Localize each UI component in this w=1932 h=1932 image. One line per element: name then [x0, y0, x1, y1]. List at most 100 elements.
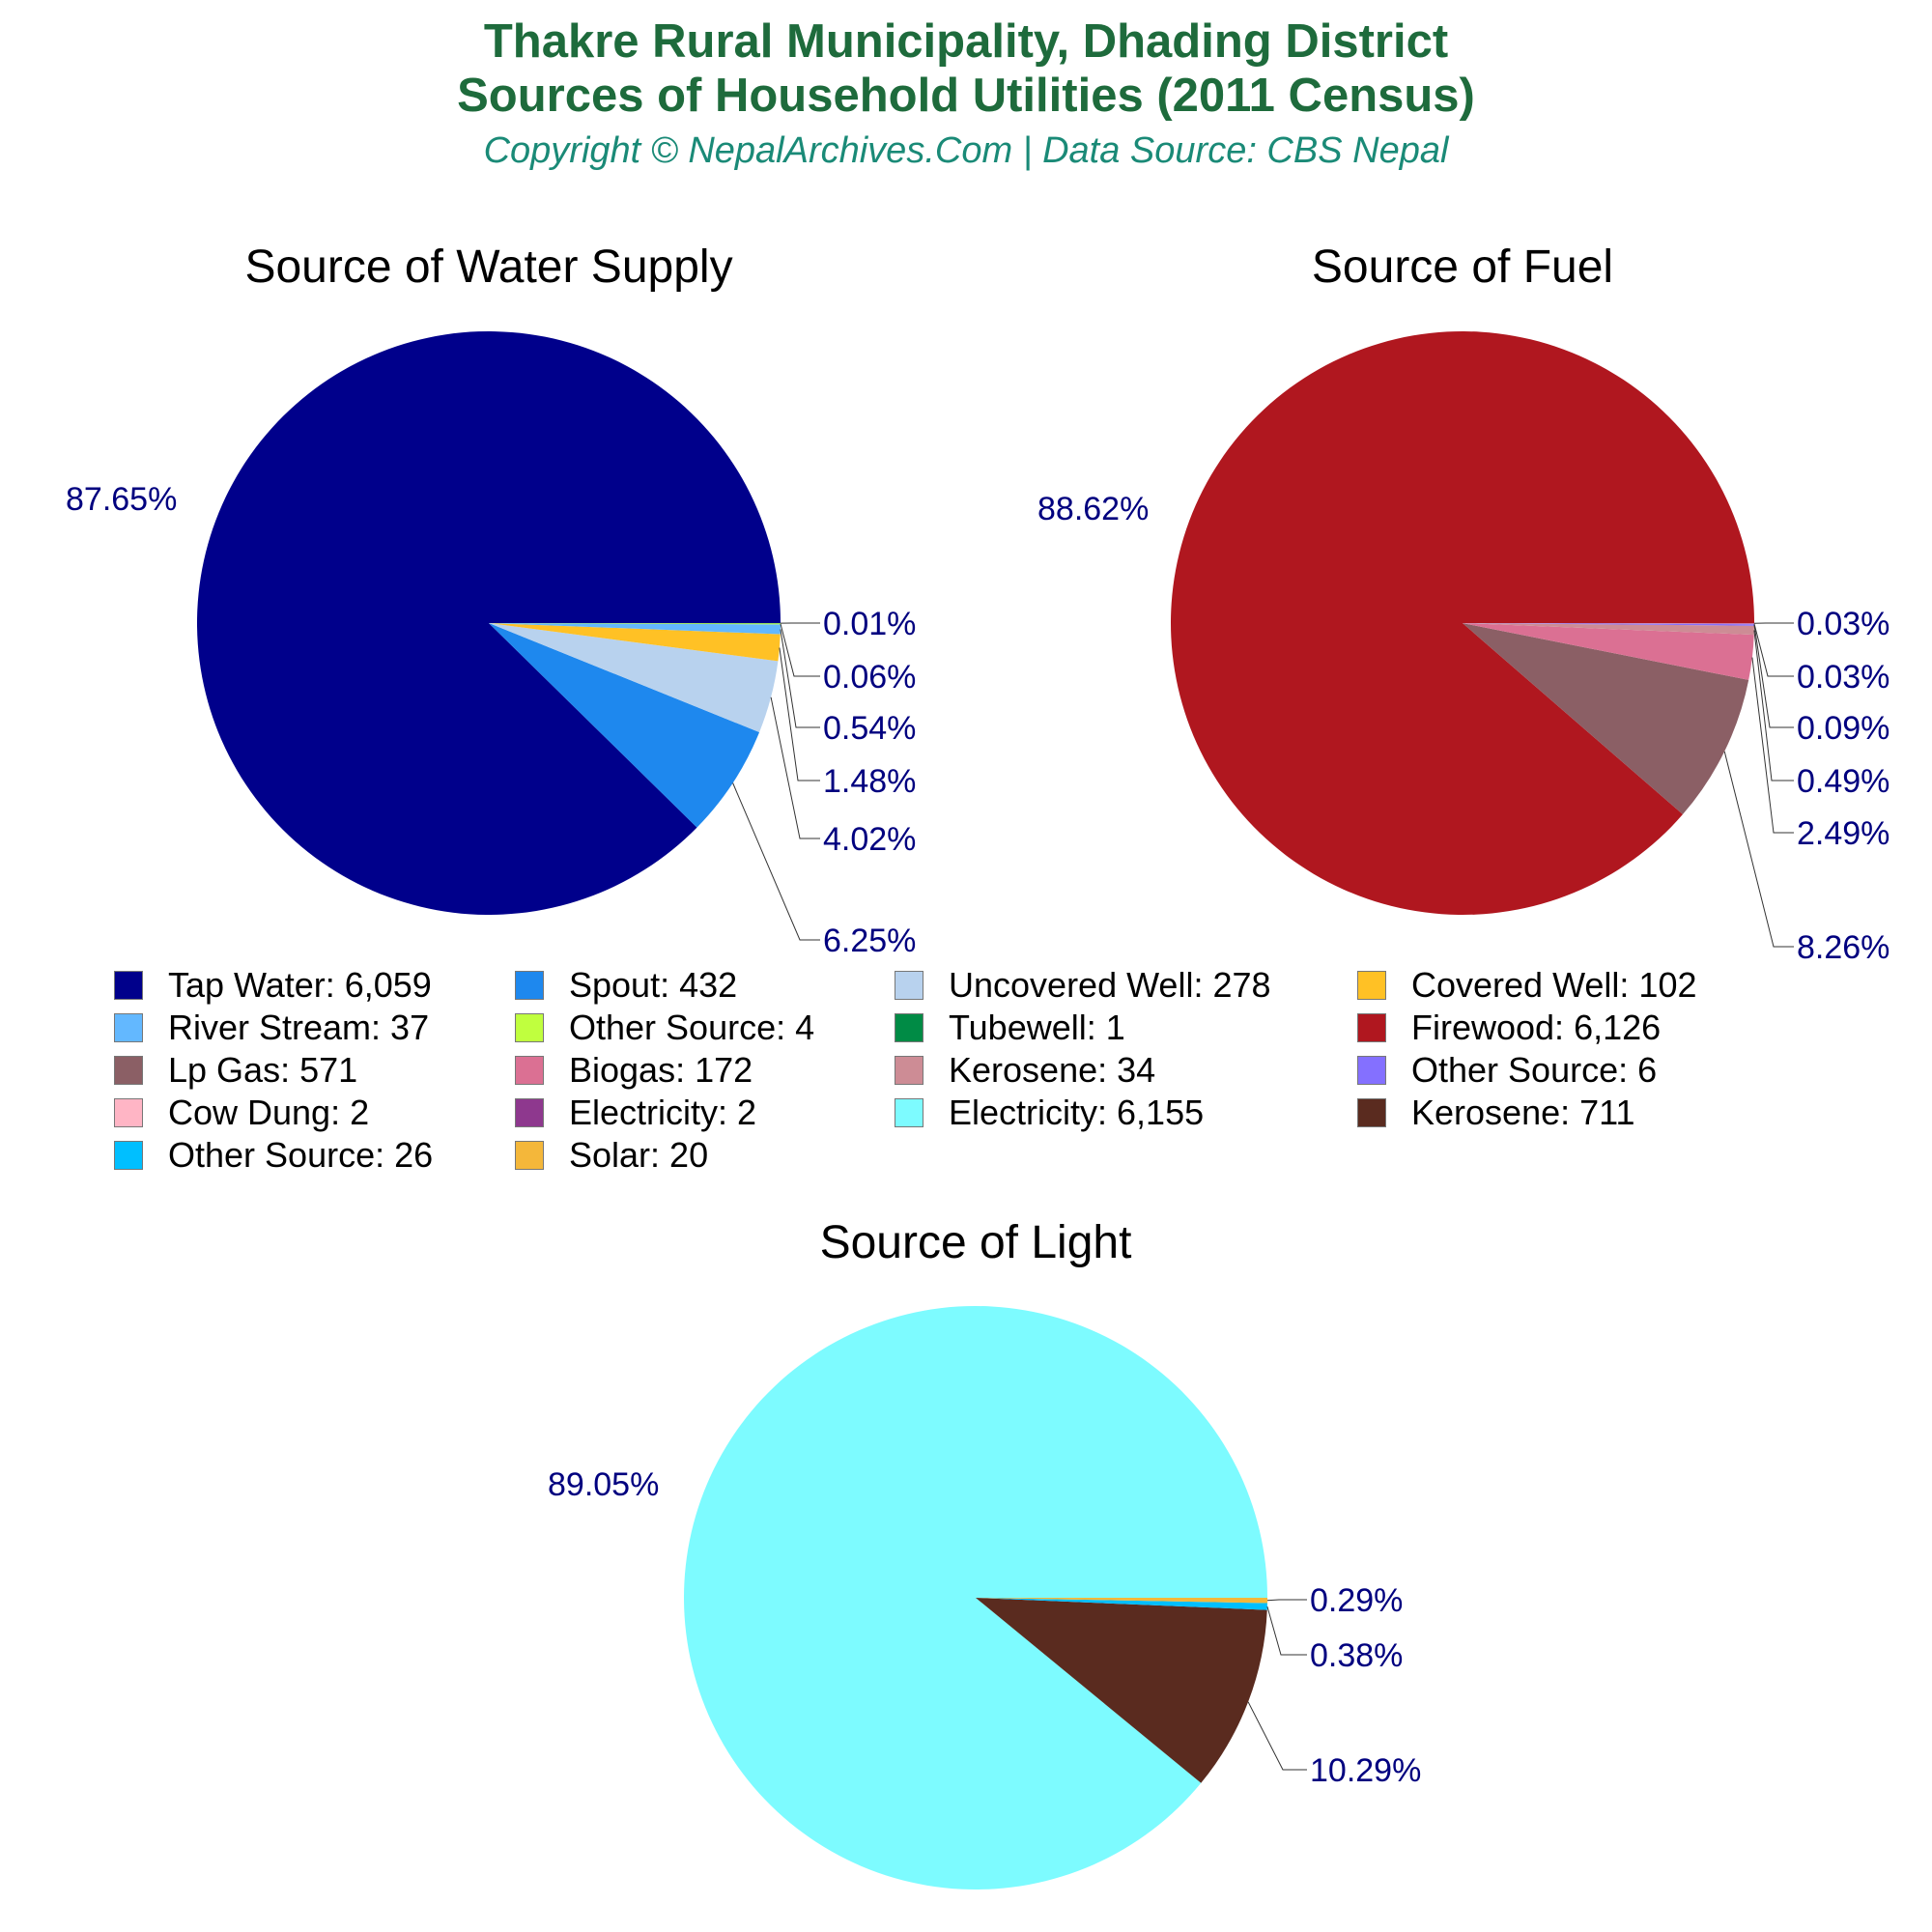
legend-swatch	[515, 971, 544, 1000]
pie-source-of-water-supply: Source of Water Supply 87.65% 0.01% 0.06% 0.…	[66, 242, 916, 959]
chart-title-line-2: Sources of Household Utilities (2011 Cen…	[457, 70, 1475, 122]
legend-swatch	[114, 1013, 143, 1042]
legend-item-kerosene-34: Kerosene: 34	[895, 1050, 1156, 1090]
pie-title-source-of-light: Source of Light	[820, 1217, 1132, 1268]
pie-label-source-of-water-supply-uncovered-well: 4.02%	[823, 821, 916, 858]
legend-label: Kerosene: 711	[1411, 1093, 1635, 1132]
legend-label: Lp Gas: 571	[168, 1050, 358, 1090]
legend-label: Tap Water: 6,059	[168, 965, 432, 1005]
legend-item-tap-water-6-059: Tap Water: 6,059	[114, 965, 432, 1005]
pie-leader-source-of-fuel-cow-dung	[1753, 623, 1794, 677]
pie-slice-source-of-light-kerosene	[976, 1598, 1267, 1783]
legend-label: Tubewell: 1	[949, 1008, 1125, 1047]
legend-item-spout-432: Spout: 432	[515, 965, 738, 1005]
pie-label-source-of-fuel-kerosene: 0.49%	[1797, 763, 1889, 800]
pie-leader-source-of-water-supply-river-stream	[780, 629, 820, 728]
legend-label: Kerosene: 34	[949, 1050, 1156, 1090]
legend-swatch	[515, 1141, 544, 1170]
pie-title-source-of-water-supply: Source of Water Supply	[244, 242, 732, 293]
legend-swatch	[1357, 971, 1386, 1000]
chart-subtitle: Copyright © NepalArchives.Com | Data Sou…	[483, 130, 1449, 171]
pie-slice-source-of-water-supply-spout	[489, 623, 760, 828]
legend-swatch	[515, 1098, 544, 1127]
legend-item-other-source-4: Other Source: 4	[515, 1008, 815, 1047]
legend-item-lp-gas-571: Lp Gas: 571	[114, 1050, 358, 1090]
pie-slice-source-of-light-solar	[976, 1598, 1267, 1604]
pie-leader-source-of-water-supply-covered-well	[779, 647, 820, 781]
pie-title-source-of-fuel: Source of Fuel	[1312, 242, 1613, 293]
pie-slice-source-of-fuel-lp-gas	[1463, 623, 1749, 815]
pie-leader-source-of-fuel-biogas	[1751, 657, 1794, 834]
legend-item-electricity-6-155: Electricity: 6,155	[895, 1093, 1205, 1132]
pie-leader-source-of-fuel-kerosene	[1753, 630, 1794, 781]
legend-label: Biogas: 172	[569, 1050, 753, 1090]
legend-label: Cow Dung: 2	[168, 1093, 370, 1132]
pie-label-source-of-fuel-lp-gas: 8.26%	[1797, 929, 1889, 966]
pie-slice-source-of-water-supply-uncovered-well	[489, 623, 779, 733]
pie-source-of-fuel: Source of Fuel 88.62% 0.03% 0.03% 0.09% 0.49%…	[1037, 242, 1889, 966]
pie-leader-source-of-light-other-source	[1266, 1605, 1307, 1656]
legend-label: Other Source: 4	[569, 1008, 815, 1047]
legend-item-other-source-26: Other Source: 26	[114, 1135, 434, 1175]
pie-leader-source-of-light-solar	[1266, 1599, 1307, 1602]
legend-item-other-source-6: Other Source: 6	[1357, 1050, 1658, 1090]
legend-swatch	[895, 971, 923, 1000]
legend-swatch	[895, 1056, 923, 1085]
legend-swatch	[895, 1098, 923, 1127]
pie-label-source-of-fuel-biogas: 2.49%	[1797, 815, 1889, 852]
pie-slice-source-of-water-supply-covered-well	[489, 623, 781, 662]
legend-label: Electricity: 6,155	[949, 1093, 1205, 1132]
pie-label-source-of-water-supply-tubewell: 0.01%	[823, 606, 916, 642]
legend-swatch	[114, 971, 143, 1000]
legend-label: Electricity: 2	[569, 1093, 757, 1132]
legend-label: Other Source: 26	[168, 1135, 434, 1175]
pie-leader-source-of-water-supply-other-source	[780, 623, 820, 677]
legend-swatch	[515, 1013, 544, 1042]
legend-item-solar-20: Solar: 20	[515, 1135, 709, 1175]
pie-slice-source-of-fuel-biogas	[1463, 623, 1754, 680]
legend-swatch	[114, 1056, 143, 1085]
legend-item-electricity-2: Electricity: 2	[515, 1093, 757, 1132]
pie-slice-source-of-fuel-cow-dung	[1463, 623, 1755, 625]
pie-slice-source-of-fuel-electricity	[1463, 623, 1755, 624]
legend-swatch	[515, 1056, 544, 1085]
legend-label: Solar: 20	[569, 1135, 709, 1175]
legend-item-firewood-6-126: Firewood: 6,126	[1357, 1008, 1661, 1047]
legend-item-covered-well-102: Covered Well: 102	[1357, 965, 1697, 1005]
pie-label-source-of-water-supply-other-source: 0.06%	[823, 659, 916, 696]
legend-label: Spout: 432	[569, 965, 738, 1005]
legend-item-kerosene-711: Kerosene: 711	[1357, 1093, 1635, 1132]
legend-swatch	[1357, 1013, 1386, 1042]
legend-item-cow-dung-2: Cow Dung: 2	[114, 1093, 370, 1132]
legend-swatch	[1357, 1098, 1386, 1127]
pie-label-source-of-light-kerosene: 10.29%	[1310, 1752, 1421, 1789]
pie-label-source-of-fuel-cow-dung: 0.03%	[1797, 659, 1889, 696]
legend-swatch	[1357, 1056, 1386, 1085]
legend-item-river-stream-37: River Stream: 37	[114, 1008, 430, 1047]
pie-source-of-light: Source of Light 89.05% 0.29% 0.38% 10.29%	[548, 1217, 1421, 1889]
pie-label-source-of-water-supply-river-stream: 0.54%	[823, 710, 916, 747]
chart-title-line-1: Thakre Rural Municipality, Dhading Distr…	[483, 15, 1449, 68]
legend-label: River Stream: 37	[168, 1008, 430, 1047]
pie-label-source-of-water-supply-spout: 6.25%	[823, 923, 916, 959]
chart-header: Thakre Rural Municipality, Dhading Distr…	[0, 0, 1932, 172]
pie-slice-source-of-fuel-other-source	[1463, 623, 1754, 626]
pie-leader-source-of-water-supply-uncovered-well	[770, 696, 820, 839]
pie-slice-source-of-water-supply-river-stream	[489, 623, 781, 635]
pie-slice-source-of-light-electricity	[683, 1305, 1267, 1889]
legend-item-biogas-172: Biogas: 172	[515, 1050, 753, 1090]
pie-slice-source-of-fuel-firewood	[1171, 330, 1754, 915]
legend-label: Other Source: 6	[1411, 1050, 1658, 1090]
pie-label-source-of-light-other-source: 0.38%	[1310, 1637, 1403, 1674]
pie-label-source-of-light-electricity: 89.05%	[548, 1466, 659, 1503]
pie-leader-source-of-fuel-lp-gas	[1723, 751, 1794, 948]
legend-item-uncovered-well-278: Uncovered Well: 278	[895, 965, 1271, 1005]
pie-label-source-of-water-supply-tap-water: 87.65%	[66, 481, 177, 518]
pie-label-source-of-fuel-electricity: 0.03%	[1797, 606, 1889, 642]
pie-label-source-of-fuel-other-source: 0.09%	[1797, 710, 1889, 747]
pie-leader-source-of-water-supply-spout	[732, 782, 820, 941]
legend-label: Uncovered Well: 278	[949, 965, 1271, 1005]
legend-label: Covered Well: 102	[1411, 965, 1697, 1005]
pie-slice-source-of-water-supply-tap-water	[196, 330, 781, 915]
